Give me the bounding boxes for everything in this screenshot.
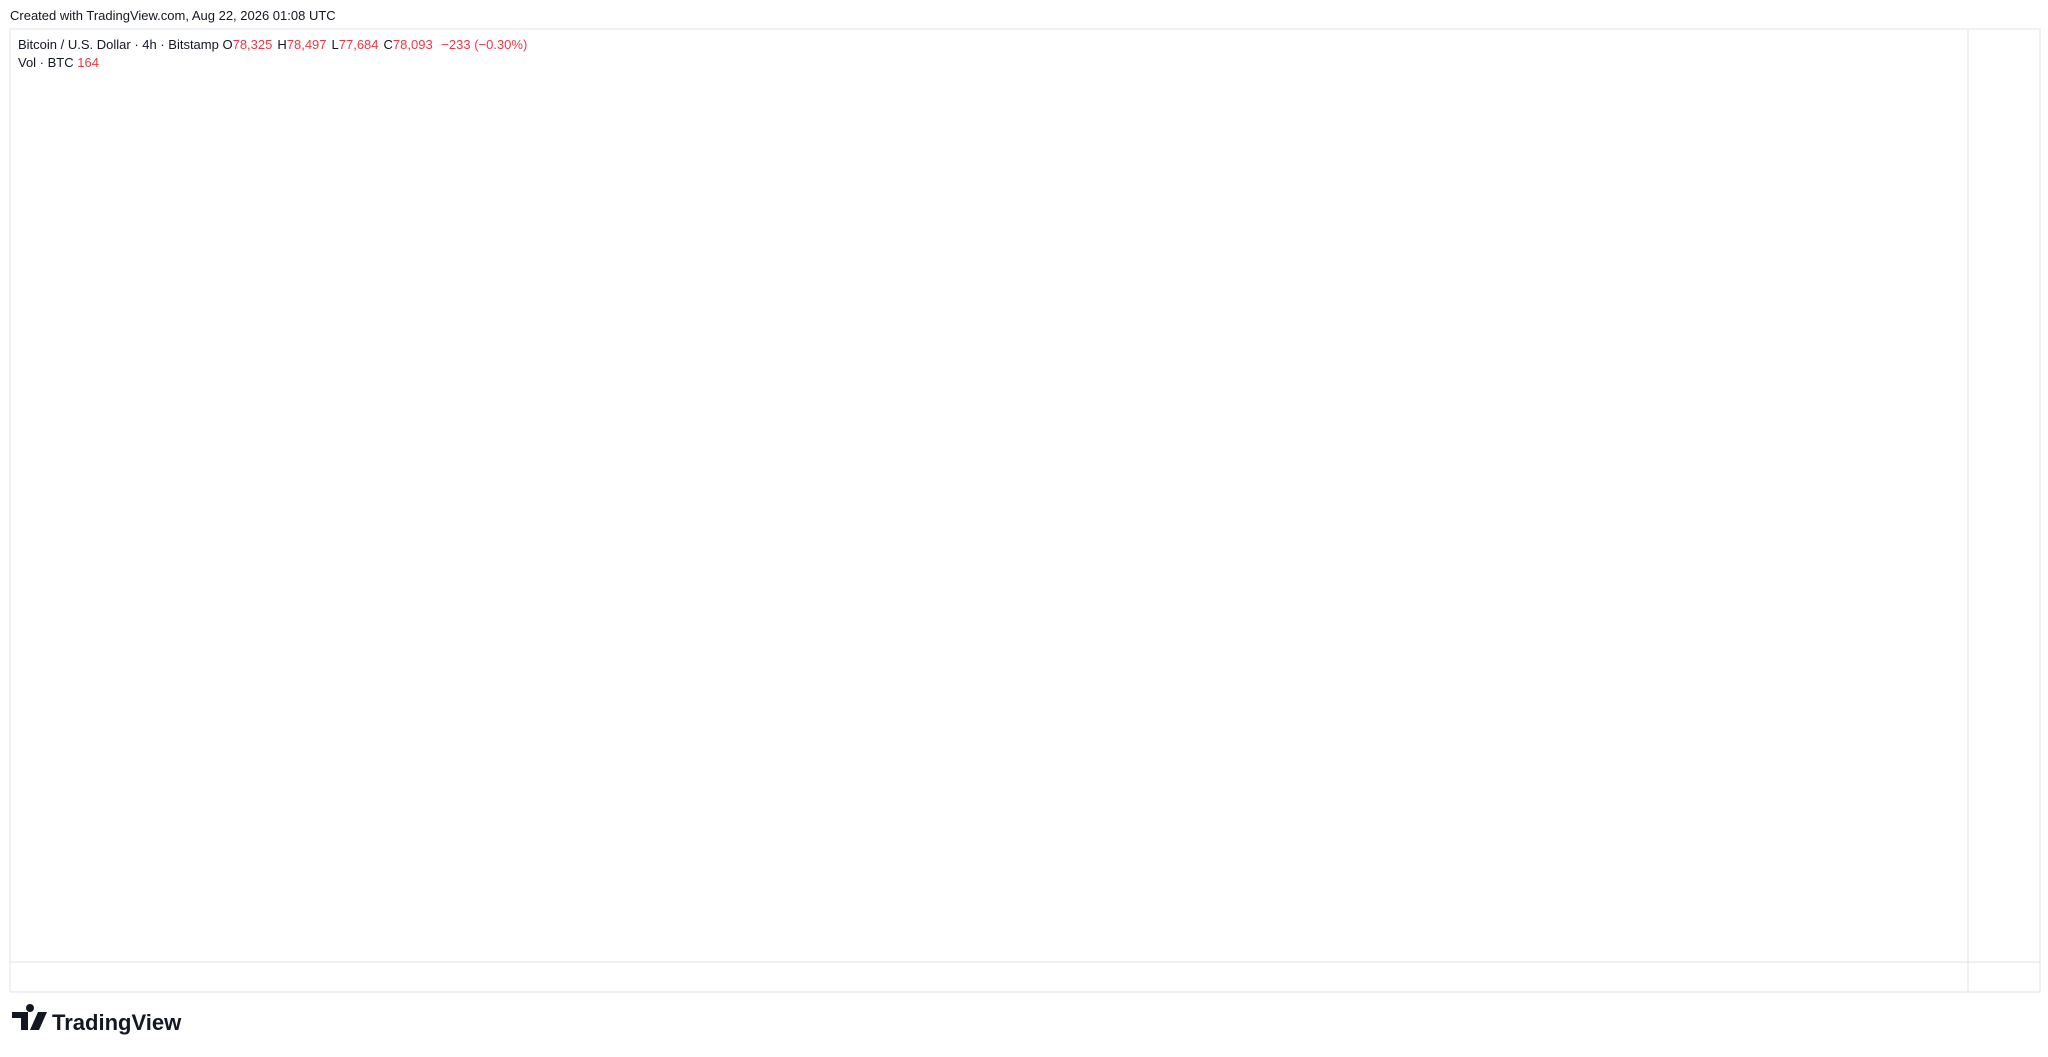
ohlc-value: 78,325: [232, 37, 273, 52]
logo-text: TradingView: [52, 1010, 182, 1035]
ohlc-label: C: [383, 37, 393, 52]
symbol: Bitcoin / U.S. Dollar · 4h · Bitstamp: [18, 37, 219, 52]
volume-title: Vol · BTC: [18, 55, 74, 70]
logo-icon: [12, 1003, 47, 1030]
ohlc-label: O: [222, 37, 233, 52]
ohlc-label: L: [331, 37, 339, 52]
created-note: Created with TradingView.com, Aug 22, 20…: [10, 8, 336, 23]
ohlc-label: H: [277, 37, 287, 52]
volume-value: 164: [77, 55, 99, 70]
ohlc-value: 77,684: [338, 37, 379, 52]
logo: TradingView: [12, 1003, 182, 1035]
ohlc-value: 78,497: [286, 37, 327, 52]
chart-frame: [9, 28, 2041, 993]
change: −233 (−0.30%): [441, 37, 528, 52]
ohlc-value: 78,093: [392, 37, 433, 52]
volume-legend: Vol · BTC 164: [18, 55, 99, 70]
ohlc: O78,325 H78,497 L77,684 C78,093: [222, 37, 437, 52]
legend-line: Bitcoin / U.S. Dollar · 4h · Bitstamp O7…: [18, 37, 527, 52]
